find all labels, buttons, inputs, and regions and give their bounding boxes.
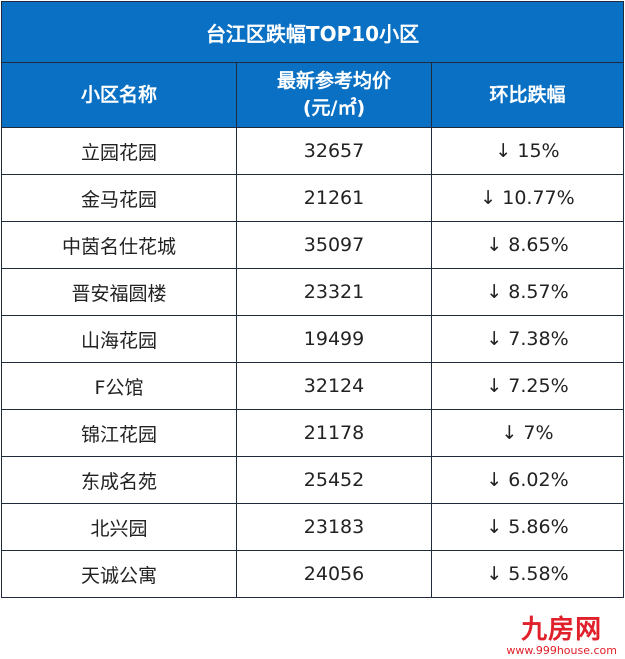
watermark-url: www.999house.com [506, 644, 617, 657]
table-row: 晋安福圆楼 23321 ↓ 8.57% [1, 268, 625, 316]
table-row: 山海花园 19499 ↓ 7.38% [1, 315, 625, 363]
cell-name: 东成名苑 [1, 456, 237, 504]
cell-name: 锦江花园 [1, 409, 237, 457]
watermark-logo: 九房网 www.999house.com [506, 616, 617, 657]
cell-price: 21178 [236, 409, 432, 457]
cell-name: 山海花园 [1, 315, 237, 363]
cell-change: ↓ 5.86% [430, 503, 625, 551]
column-header-price-unit: (元/㎡) [302, 97, 366, 119]
cell-price: 19499 [236, 315, 432, 363]
cell-name: 北兴园 [1, 503, 237, 551]
cell-change: ↓ 15% [430, 127, 625, 175]
cell-price: 21261 [236, 174, 432, 222]
cell-name: 晋安福圆楼 [1, 268, 237, 316]
cell-price: 23183 [236, 503, 432, 551]
cell-price: 24056 [236, 550, 432, 598]
column-header-price: 最新参考均价 (元/㎡) [236, 62, 432, 128]
cell-price: 35097 [236, 221, 432, 269]
price-drop-table: 台江区跌幅TOP10小区 小区名称 最新参考均价 (元/㎡) 环比跌幅 立园花园 3… [0, 1, 625, 598]
table-row: 金马花园 21261 ↓ 10.77% [1, 174, 625, 222]
watermark-logo-text: 九房网 [521, 615, 603, 645]
cell-price: 32124 [236, 362, 432, 410]
cell-price: 23321 [236, 268, 432, 316]
cell-change: ↓ 10.77% [430, 174, 625, 222]
table-row: 立园花园 32657 ↓ 15% [1, 127, 625, 175]
cell-price: 25452 [236, 456, 432, 504]
table-title: 台江区跌幅TOP10小区 [0, 1, 625, 63]
table-row: 天诚公寓 24056 ↓ 5.58% [1, 550, 625, 598]
table-row: 中茵名仕花城 35097 ↓ 8.65% [1, 221, 625, 269]
cell-change: ↓ 7% [430, 409, 625, 457]
cell-name: 天诚公寓 [1, 550, 237, 598]
cell-name: 金马花园 [1, 174, 237, 222]
table-row: F公馆 32124 ↓ 7.25% [1, 362, 625, 410]
cell-change: ↓ 7.25% [430, 362, 625, 410]
column-header-name: 小区名称 [1, 62, 237, 128]
cell-change: ↓ 8.65% [430, 221, 625, 269]
cell-name: F公馆 [1, 362, 237, 410]
cell-change: ↓ 8.57% [430, 268, 625, 316]
cell-price: 32657 [236, 127, 432, 175]
cell-change: ↓ 5.58% [430, 550, 625, 598]
table-row: 东成名苑 25452 ↓ 6.02% [1, 456, 625, 504]
column-header-price-label: 最新参考均价 [276, 70, 391, 92]
table-row: 北兴园 23183 ↓ 5.86% [1, 503, 625, 551]
cell-name: 中茵名仕花城 [1, 221, 237, 269]
cell-change: ↓ 6.02% [430, 456, 625, 504]
cell-change: ↓ 7.38% [430, 315, 625, 363]
column-header-change: 环比跌幅 [430, 62, 625, 128]
table-row: 锦江花园 21178 ↓ 7% [1, 409, 625, 457]
cell-name: 立园花园 [1, 127, 237, 175]
